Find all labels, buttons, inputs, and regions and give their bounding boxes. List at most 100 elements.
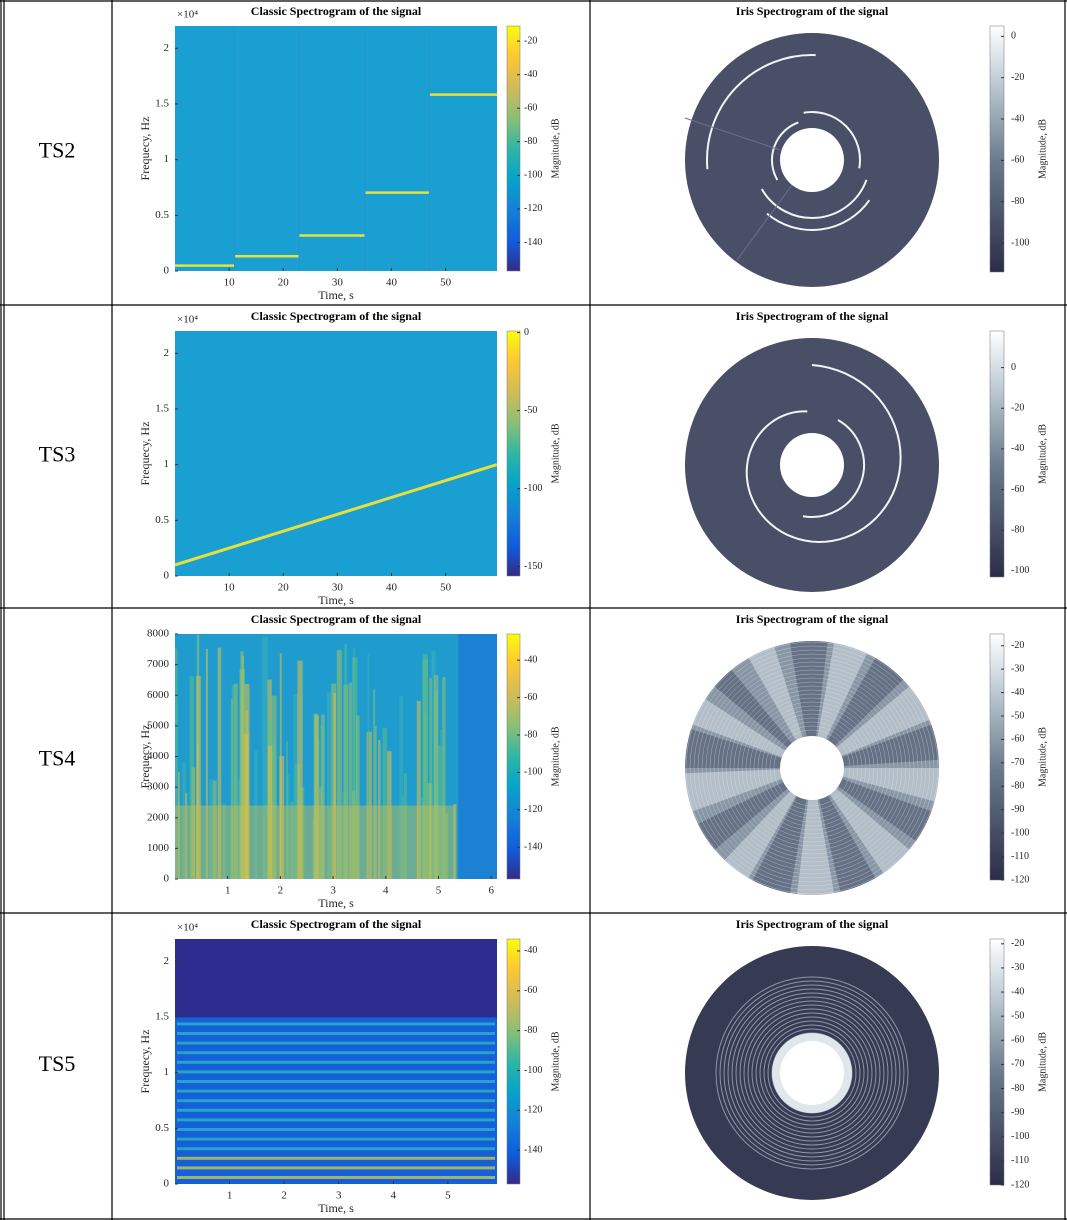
colorbar-tick-label: -60 xyxy=(524,692,537,703)
energy-band xyxy=(212,780,217,879)
y-tick-label: 2 xyxy=(164,347,170,359)
colorbar-tick-label: -100 xyxy=(1011,565,1029,576)
energy-band xyxy=(321,714,325,879)
panel-title: Iris Spectrogram of the signal xyxy=(736,309,889,323)
colorbar-tick-label: -90 xyxy=(1011,804,1024,815)
iris-ring xyxy=(705,661,919,875)
colorbar xyxy=(506,633,521,880)
iris-ring xyxy=(685,641,939,895)
iris-hole xyxy=(780,433,844,497)
y-tick-label: 0 xyxy=(164,570,170,582)
iris-ring xyxy=(773,729,851,807)
energy-band xyxy=(375,726,377,879)
iris-spiral xyxy=(745,364,902,543)
colorbar-tick-label: -110 xyxy=(1011,1155,1029,1166)
colorbar-tick-label: -100 xyxy=(1011,237,1029,248)
colorbar-tick-label: -50 xyxy=(1011,1010,1024,1021)
y-tick-label: 2 xyxy=(164,955,170,967)
y-tick-label: 0 xyxy=(164,873,170,885)
colorbar xyxy=(506,938,521,1185)
iris-wedge xyxy=(724,768,812,878)
iris-ring xyxy=(723,984,901,1162)
y-tick-label: 1000 xyxy=(147,842,170,854)
x-tick-label: 5 xyxy=(436,885,442,897)
row-label: TS4 xyxy=(39,746,76,771)
colorbar-tick-label: -20 xyxy=(1011,938,1024,949)
colorbar-tick-label: -40 xyxy=(1011,113,1024,124)
x-tick-label: 2 xyxy=(281,1190,287,1202)
colorbar-tick-label: -60 xyxy=(524,985,537,996)
colorbar-label: Magnitude, dB xyxy=(1037,727,1048,787)
x-tick-label: 4 xyxy=(383,885,389,897)
iris-ring xyxy=(741,697,883,839)
colorbar-tick-label: -140 xyxy=(524,237,542,248)
table-row: TS3 10 20 30 40 50 0 0.5 1 1.5 2 ×10⁴ Classic Spectr… xyxy=(39,309,1049,607)
harmonic-band xyxy=(177,1108,495,1112)
energy-band xyxy=(196,675,201,879)
harmonic-band xyxy=(177,1032,495,1035)
harmonic-band xyxy=(177,1060,495,1064)
iris-ring xyxy=(763,1024,861,1122)
y-tick-label: 1 xyxy=(164,458,170,470)
x-tick-label: 5 xyxy=(445,1190,451,1202)
iris-ring xyxy=(743,1004,881,1142)
energy-band xyxy=(175,704,178,879)
energy-band xyxy=(286,774,290,879)
x-tick-label: 10 xyxy=(224,277,236,289)
iris-hole xyxy=(780,128,844,192)
energy-band xyxy=(458,634,497,879)
y-tick-label: 8000 xyxy=(147,628,170,640)
energy-band xyxy=(382,727,387,879)
iris-panel: Iris Spectrogram of the signal -100 -80 -60… xyxy=(685,309,1048,592)
y-tick-label: 1 xyxy=(164,153,170,165)
y-tick-label: 4000 xyxy=(147,750,170,762)
panel-title: Iris Spectrogram of the signal xyxy=(736,4,889,18)
iris-wedge xyxy=(692,699,812,768)
colorbar-tick-label: -100 xyxy=(524,1065,542,1076)
x-axis-label: Time, s xyxy=(318,288,354,302)
harmonic-band xyxy=(177,1022,495,1026)
energy-band xyxy=(433,674,439,879)
iris-panel: Iris Spectrogram of the signal -120 -110 -1… xyxy=(685,612,1048,895)
colorbar-tick-label: -80 xyxy=(524,136,537,147)
colorbar-tick-label: -20 xyxy=(1011,640,1024,651)
spectrogram xyxy=(174,331,498,576)
x-axis-label: Time, s xyxy=(318,1201,354,1215)
harmonic-band xyxy=(177,1089,495,1093)
iris-ring xyxy=(721,677,903,859)
spectrogram xyxy=(175,939,497,1184)
iris-wedge xyxy=(752,768,812,894)
axis-exponent: ×10⁴ xyxy=(177,314,198,326)
energy-band xyxy=(243,733,249,879)
colorbar-tick-label: -60 xyxy=(1011,734,1024,745)
harmonic-band xyxy=(177,1099,495,1103)
iris-panel: Iris Spectrogram of the signal -100 -80 -60… xyxy=(684,4,1048,287)
iris-ring xyxy=(733,689,891,847)
colorbar-tick-label: -40 xyxy=(1011,687,1024,698)
y-tick-label: 0.5 xyxy=(155,209,169,221)
iris-wedge xyxy=(812,658,904,768)
colorbar-tick-label: -120 xyxy=(524,804,542,815)
energy-band xyxy=(399,696,404,879)
spectrogram xyxy=(175,26,497,271)
energy-band xyxy=(453,803,457,879)
energy-band xyxy=(333,692,336,879)
iris-ring xyxy=(757,713,867,823)
colorbar-tick-label: -20 xyxy=(1011,403,1024,414)
colorbar-label: Magnitude, dB xyxy=(1037,424,1048,484)
x-tick-label: 20 xyxy=(278,582,290,594)
harmonic-band xyxy=(177,1166,495,1170)
harmonic-band xyxy=(177,1147,495,1151)
iris-arc xyxy=(771,121,799,181)
colorbar-label: Magnitude, dB xyxy=(550,118,561,178)
panel-title: Classic Spectrogram of the signal xyxy=(251,4,422,18)
colorbar-tick-label: -100 xyxy=(524,170,542,181)
iris-ring xyxy=(765,721,859,815)
colorbar-tick-label: 0 xyxy=(1011,362,1016,373)
harmonic-band xyxy=(177,1070,495,1074)
y-axis-label: Frequecy, Hz xyxy=(138,422,152,486)
colorbar-tick-label: -100 xyxy=(524,767,542,778)
iris-wedge xyxy=(797,768,835,895)
colorbar-tick-label: 0 xyxy=(1011,31,1016,42)
energy-band xyxy=(336,650,342,879)
